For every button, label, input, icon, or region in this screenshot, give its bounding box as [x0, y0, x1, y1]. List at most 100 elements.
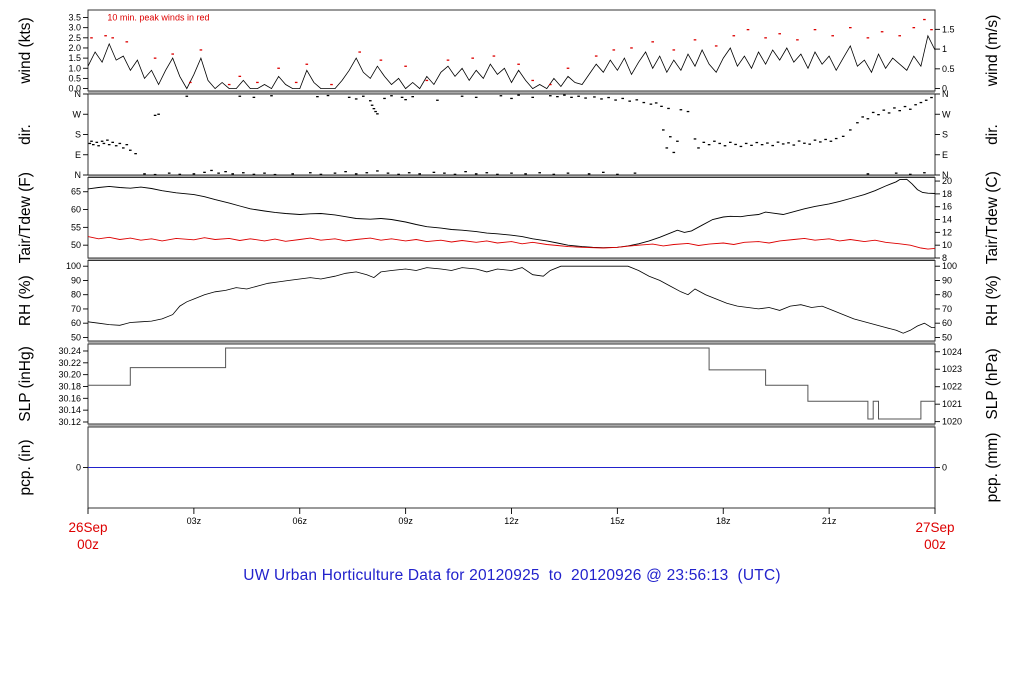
left-tick-label: 0.0	[68, 84, 81, 94]
wind-direction-point	[729, 141, 732, 143]
left-tick-label: 30.16	[58, 393, 81, 403]
peak-winds-point	[305, 63, 309, 65]
right-tick-label: 0	[942, 84, 947, 94]
right-tick-label: 60	[942, 318, 952, 328]
wind-direction-point	[252, 96, 256, 98]
end-time-label: 00z	[924, 537, 946, 552]
wind-direction-point	[861, 116, 864, 118]
right-tick-label: 8	[942, 253, 947, 263]
wind-direction-point	[739, 145, 743, 148]
wind-direction-point	[797, 140, 801, 142]
wind-direction-point	[432, 171, 436, 173]
wind-direction-point	[829, 140, 833, 142]
wind-direction-point	[587, 173, 591, 175]
panel-tair-tdew: 50 55 60 65 8 10 12 14 16 18 20 Tair/Tdew (F) Tair/T…	[17, 171, 1001, 264]
wind-direction-point	[602, 171, 605, 173]
left-tick-label: 3.5	[68, 13, 81, 23]
wind-direction-point	[776, 141, 780, 143]
left-tick-label: 30.12	[58, 417, 81, 427]
wind-direction-point	[129, 149, 132, 151]
right-tick-label: 1023	[942, 364, 962, 374]
y-axis-label-left-rh: RH (%)	[17, 275, 34, 326]
wind-direction-point	[893, 107, 896, 109]
wind-direction-point	[347, 96, 351, 98]
left-tick-label: 100	[66, 261, 81, 271]
wind-direction-point	[397, 173, 400, 175]
panel-slp-border	[87, 343, 936, 425]
wind-direction-point	[538, 172, 541, 174]
wind-direction-point	[326, 94, 330, 97]
peak-winds-point	[256, 81, 259, 84]
peak-winds-point	[732, 35, 736, 37]
wind-direction-point	[909, 173, 912, 175]
peak-winds-point	[714, 45, 718, 47]
right-tick-label: 1022	[942, 382, 962, 392]
wind-direction-point	[97, 145, 100, 147]
wind-direction-point	[577, 95, 580, 97]
wind-direction-point	[309, 172, 312, 174]
peak-winds-point	[379, 59, 383, 61]
left-tick-label: 90	[71, 275, 81, 285]
peak-winds-point	[531, 79, 534, 82]
left-tick-label: 30.20	[58, 370, 81, 380]
left-tick-label: 50	[71, 240, 81, 250]
start-time-label: 00z	[77, 537, 99, 552]
wind-direction-point	[404, 99, 407, 101]
left-tick-label: 30.14	[58, 405, 81, 415]
wind-direction-point	[693, 138, 697, 140]
wind-direction-point	[263, 172, 266, 174]
wind-direction-point	[713, 140, 716, 142]
tair-line	[87, 178, 936, 249]
wind-direction-point	[354, 98, 358, 100]
left-tick-label: 0	[76, 463, 81, 473]
y-axis-label-right-pcp: pcp. (mm)	[984, 433, 1001, 503]
left-tick-label: N	[75, 89, 82, 99]
right-tick-label: 1024	[942, 347, 962, 357]
wind-direction-point	[856, 122, 859, 124]
wind-direction-point	[100, 140, 104, 142]
wind-direction-point	[333, 172, 337, 174]
peak-winds-point	[294, 81, 298, 84]
peak-winds-point	[471, 57, 474, 59]
wind-direction-point	[524, 173, 527, 175]
wind-direction-point	[686, 110, 690, 113]
wind-direction-point	[143, 173, 146, 175]
y-axis-label-left-slp: SLP (inHg)	[17, 346, 34, 422]
panel-dir-border	[87, 93, 936, 176]
wind-direction-point	[635, 99, 639, 101]
wind-direction-point	[370, 104, 374, 106]
peak-winds-point	[693, 39, 697, 41]
wind-direction-point	[453, 173, 457, 175]
x-tick-label: 18z	[716, 516, 731, 526]
wind-direction-point	[178, 173, 182, 175]
wind-direction-point	[584, 97, 587, 99]
wind-direction-point	[400, 96, 404, 98]
panel-separator	[88, 175, 935, 178]
peak-winds-point	[612, 49, 616, 51]
right-tick-label: 0	[942, 463, 947, 473]
right-tick-label: 0.5	[942, 64, 955, 74]
left-tick-label: E	[75, 150, 81, 160]
y-axis-label-left-pcp: pcp. (in)	[17, 440, 34, 496]
wind-direction-point	[369, 100, 372, 102]
x-tick-label: 12z	[504, 516, 519, 526]
x-tick-label: 15z	[610, 516, 625, 526]
peak-winds-point	[849, 27, 852, 29]
wind-direction-point	[102, 142, 106, 145]
x-tick-label: 03z	[187, 516, 202, 526]
wind-direction-point	[372, 108, 376, 110]
wind-direction-point	[803, 142, 806, 144]
wind-direction-point	[485, 172, 489, 174]
wind-direction-point	[672, 151, 676, 154]
wind-direction-point	[707, 144, 711, 146]
peak-winds-point	[425, 79, 429, 82]
right-tick-label: W	[942, 109, 951, 119]
wind-direction-point	[118, 142, 122, 145]
wind-direction-point	[386, 172, 390, 174]
wind-direction-point	[418, 173, 421, 175]
wind-direction-point	[344, 171, 347, 173]
wind-direction-point	[510, 172, 513, 174]
wind-direction-point	[621, 97, 624, 100]
wind-direction-point	[88, 142, 92, 145]
